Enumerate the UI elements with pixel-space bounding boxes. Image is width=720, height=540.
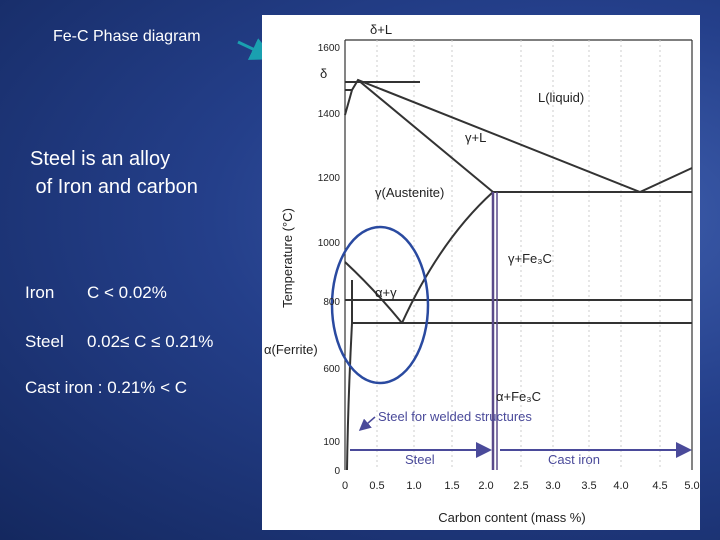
y-tick-label: 1200 [318, 173, 341, 184]
region-label: γ(Austenite) [375, 185, 444, 200]
heading-line: Steel is an alloy [30, 148, 171, 170]
y-ticks: 1600 1400 1200 1000 800 600 100 0 [318, 43, 341, 477]
labels: δ+L δ L(liquid) γ+L γ(Austenite) γ+Fe₃C … [264, 22, 600, 467]
region-label: α(Ferrite) [264, 342, 318, 357]
x-tick-label: 3.5 [581, 480, 596, 492]
y-tick-label: 100 [323, 437, 340, 448]
region-label: δ+L [370, 22, 392, 37]
y-tick-label: 1400 [318, 109, 341, 120]
item-label: Iron [25, 283, 55, 302]
grid [376, 40, 661, 470]
region-label: L(liquid) [538, 90, 584, 105]
item-text: C < 0.02% [87, 283, 167, 302]
highlight-ellipse [330, 225, 430, 385]
x-ticks: 0 0.5 1.0 1.5 2.0 2.5 3.0 3.5 4.0 4.5 5.… [342, 480, 700, 492]
item-text: Cast iron : 0.21% < C [25, 378, 188, 397]
x-tick-label: 0 [342, 480, 348, 492]
region-label: γ+L [465, 130, 486, 145]
phase-lines [344, 78, 693, 471]
range-label: Steel [405, 452, 435, 467]
x-tick-label: 2.5 [513, 480, 528, 492]
region-label: α+Fe₃C [496, 389, 541, 404]
region-label: Steel for welded structures [378, 409, 532, 424]
item-label: Steel [25, 332, 64, 351]
y-tick-label: 1000 [318, 238, 341, 249]
x-tick-label: 2.0 [478, 480, 493, 492]
region-label: δ [320, 66, 327, 81]
x-axis-label: Carbon content (mass %) [438, 510, 585, 525]
heading-line: of Iron and carbon [30, 176, 198, 198]
x-tick-label: 4.0 [613, 480, 628, 492]
x-tick-label: 5.0 [684, 480, 699, 492]
range-label: Cast iron [548, 452, 600, 467]
x-tick-label: 0.5 [369, 480, 384, 492]
region-label: α+γ [375, 285, 397, 300]
y-tick-label: 800 [323, 297, 340, 308]
welded-arrow [358, 416, 376, 431]
y-tick-label: 600 [323, 364, 340, 375]
y-axis-label: Temperature (°C) [280, 208, 295, 308]
y-tick-label: 1600 [318, 43, 341, 54]
x-tick-label: 4.5 [652, 480, 667, 492]
y-tick-label: 0 [334, 466, 340, 477]
x-tick-label: 3.0 [545, 480, 560, 492]
x-tick-label: 1.5 [444, 480, 459, 492]
slide-title: Fe-C Phase diagram [53, 28, 201, 45]
item-text: 0.02≤ C ≤ 0.21% [87, 332, 214, 351]
x-tick-label: 1.0 [406, 480, 421, 492]
region-label: γ+Fe₃C [508, 251, 552, 266]
diagram-panel [262, 15, 700, 530]
